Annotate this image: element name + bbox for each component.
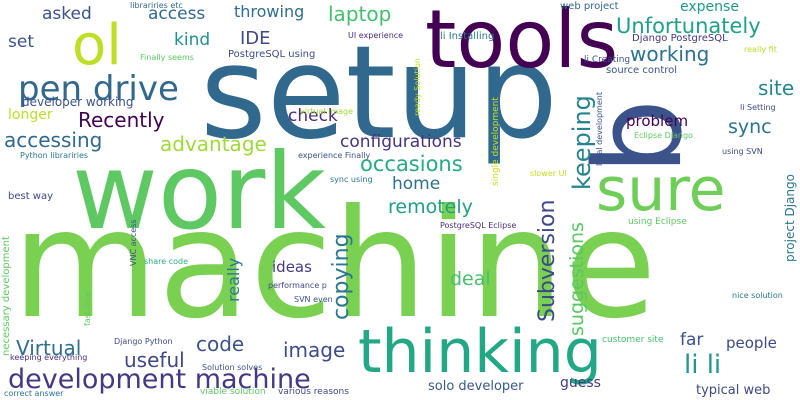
word-postgresql-eclipse: PostgreSQL Eclipse <box>440 221 517 230</box>
word-ui-experience: UI experience <box>348 31 404 40</box>
word-web-project: web project <box>560 1 619 12</box>
word-people: people <box>726 334 777 352</box>
word-subversion: Subversion <box>535 199 560 322</box>
word-nice-solution: nice solution <box>732 291 783 300</box>
word-performance-p: performance p <box>268 281 327 290</box>
word-keeping: keeping <box>568 95 596 190</box>
word-work: work <box>72 131 327 253</box>
word-project-django: project Django <box>783 174 797 262</box>
word-fast-local: fast local <box>83 289 92 326</box>
word-sync: sync <box>728 116 772 138</box>
word-customer-site: customer site <box>602 335 664 345</box>
word-accessing: accessing <box>4 128 103 152</box>
word-virtual: Virtual <box>16 336 82 360</box>
word-tools: tools <box>425 0 619 86</box>
word-single-development: single development <box>491 97 501 186</box>
word-li-creating: li Creating <box>584 55 631 65</box>
word-code: code <box>196 332 245 356</box>
word-sync-using: sync using <box>330 175 373 184</box>
word-kind: kind <box>174 30 211 50</box>
word-django-postgresql: Django PostgreSQL <box>632 33 728 44</box>
word-viable-solution: viable solution <box>200 387 266 397</box>
word-ideas: ideas <box>272 258 312 276</box>
word-necessary-development: necessary development <box>1 236 12 356</box>
word-remotely: remotely <box>388 196 473 218</box>
word-pen-drive: pen drive <box>18 69 179 109</box>
word-typical-web: typical web <box>696 383 771 398</box>
word-occasions: occasions <box>360 152 463 176</box>
word-check: check <box>288 106 338 126</box>
word-django-python: Django Python <box>114 337 173 346</box>
word-advantage: advantage <box>160 132 267 156</box>
word-set: set <box>8 32 34 52</box>
word-eclipse-django: Eclipse Django <box>634 131 693 140</box>
word-really-fit: really fit <box>744 45 777 54</box>
word-li-setting: li Setting <box>740 103 776 112</box>
word-laptop: laptop <box>328 2 392 26</box>
word-working: working <box>630 42 710 66</box>
word-copying: copying <box>329 233 354 320</box>
word-throwing: throwing <box>234 2 305 21</box>
word-finally-seems: Finally seems <box>140 53 194 62</box>
word-development-machine: development machine <box>8 364 311 395</box>
word-source-control: source control <box>606 65 678 76</box>
word-slower-ui: slower UI <box>530 169 567 178</box>
word-local-development: local development <box>595 92 604 166</box>
word-really: really <box>224 257 243 302</box>
word-ready-solution: ready Solution <box>413 58 422 116</box>
word-keeping-everything: keeping everything <box>10 353 88 362</box>
word-developer-working: developer working <box>22 95 134 109</box>
word-sure: sure <box>596 155 726 225</box>
word-ide: IDE <box>240 28 271 49</box>
word-useful: useful <box>124 348 185 372</box>
word-using-eclipse: using Eclipse <box>628 217 687 227</box>
word-various-reasons: various reasons <box>278 387 349 397</box>
word-vnc-access: VNC access <box>129 219 138 266</box>
word-suggestions: suggestions <box>566 222 588 336</box>
word-expense: expense <box>680 0 739 15</box>
word-home: home <box>392 174 441 194</box>
word-correct-answer: correct answer <box>4 389 64 398</box>
word-recently: Recently <box>78 108 165 132</box>
word-machine: machine <box>12 178 657 352</box>
word-librariries-etc: librariries etc <box>130 1 183 10</box>
word-ol: ol <box>72 13 122 78</box>
word-solo-developer: solo developer <box>428 379 524 394</box>
word-setup: setup <box>200 19 558 168</box>
word-configurations: configurations <box>340 132 462 152</box>
word-postgresql-using: PostgreSQL using <box>228 49 316 60</box>
word-guess: guess <box>560 375 601 391</box>
word-best-way: best way <box>8 191 54 202</box>
word-solution-solves: Solution solves <box>202 363 263 372</box>
word-unfortunately: Unfortunately <box>616 14 761 38</box>
word-thinking: thinking <box>358 317 602 387</box>
word-deal: deal <box>450 268 491 290</box>
word-asked: asked <box>42 4 92 24</box>
word-site: site <box>758 76 795 100</box>
word-svn-even: SVN even <box>294 295 333 304</box>
word-problem: problem <box>626 112 689 130</box>
word-longer: longer <box>8 107 53 123</box>
word-using-svn: using SVN <box>722 147 763 156</box>
word-image: image <box>283 338 346 362</box>
word-far: far <box>680 330 704 350</box>
word-virtual-image: virtual image <box>300 107 354 116</box>
word-li-installing: li Installing <box>440 31 495 42</box>
word-python-librariries: Python librariries <box>20 151 89 160</box>
word-access: access <box>148 4 206 24</box>
word-experience-finally: experience Finally <box>298 151 371 160</box>
word-li-li: li li <box>684 350 722 380</box>
word-share-code: share code <box>144 257 189 266</box>
